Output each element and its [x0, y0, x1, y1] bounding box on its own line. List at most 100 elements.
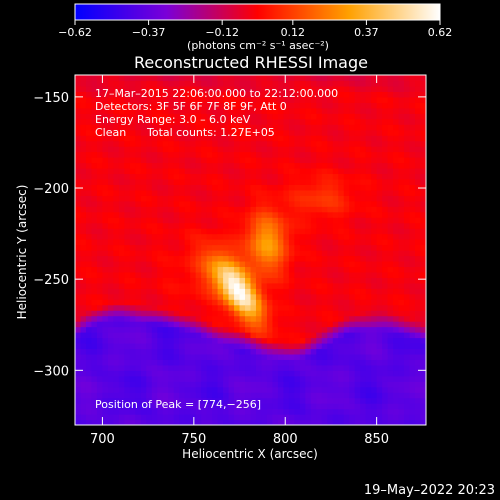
heatmap-cell: [217, 260, 224, 268]
heatmap-cell: [118, 299, 125, 306]
heatmap-cell: [299, 124, 306, 131]
heatmap-cell: [162, 277, 169, 284]
heatmap-cell: [118, 271, 125, 278]
heatmap-cell: [404, 96, 411, 103]
heatmap-cell: [140, 353, 147, 360]
heatmap-cell: [151, 211, 158, 218]
heatmap-cell: [338, 91, 345, 98]
heatmap-cell: [277, 206, 284, 213]
heatmap-cell: [376, 113, 383, 120]
heatmap-cell: [118, 222, 125, 229]
heatmap-cell: [316, 233, 323, 240]
heatmap-cell: [245, 403, 252, 410]
heatmap-cell: [118, 129, 125, 136]
heatmap-cell: [102, 135, 109, 142]
heatmap-cell: [343, 211, 350, 218]
heatmap-cell: [118, 118, 125, 125]
heatmap-cell: [310, 195, 317, 202]
heatmap-cell: [96, 408, 104, 415]
heatmap-cell: [184, 419, 191, 425]
heatmap-cell: [173, 151, 180, 158]
heatmap-cell: [223, 151, 230, 158]
y-tick-label: −300: [33, 364, 69, 379]
heatmap-cell: [305, 102, 312, 109]
heatmap-cell: [393, 113, 400, 120]
heatmap-cell: [217, 299, 224, 306]
heatmap-cell: [321, 375, 328, 382]
heatmap-cell: [409, 277, 416, 284]
heatmap-cell: [168, 217, 175, 224]
heatmap-cell: [96, 414, 104, 421]
heatmap-cell: [118, 277, 125, 284]
heatmap-cell: [223, 381, 230, 388]
heatmap-cell: [420, 310, 426, 317]
heatmap-cell: [255, 315, 263, 322]
heatmap-cell: [201, 419, 208, 425]
heatmap-cell: [85, 113, 93, 120]
heatmap-cell: [195, 348, 202, 355]
heatmap-cell: [217, 162, 224, 169]
heatmap-cell: [316, 157, 323, 164]
heatmap-cell: [316, 414, 323, 421]
heatmap-cell: [266, 332, 274, 339]
heatmap-cell: [129, 233, 136, 240]
heatmap-cell: [245, 195, 252, 202]
heatmap-cell: [349, 260, 356, 268]
heatmap-cell: [217, 326, 224, 333]
heatmap-cell: [135, 364, 142, 371]
heatmap-cell: [195, 266, 202, 273]
heatmap-cell: [151, 173, 158, 180]
heatmap-cell: [415, 414, 422, 421]
heatmap-cell: [343, 375, 350, 382]
heatmap-cell: [338, 80, 345, 87]
heatmap-cell: [239, 315, 246, 322]
heatmap-cell: [96, 310, 104, 317]
heatmap-cell: [151, 124, 158, 131]
heatmap-cell: [294, 408, 301, 415]
heatmap-cell: [288, 167, 295, 175]
heatmap-cell: [382, 419, 389, 425]
heatmap-cell: [234, 375, 241, 382]
heatmap-cell: [179, 91, 186, 98]
heatmap-cell: [173, 266, 180, 273]
heatmap-cell: [404, 288, 411, 295]
heatmap-cell: [398, 157, 405, 164]
heatmap-cell: [195, 408, 202, 415]
heatmap-cell: [217, 184, 224, 191]
heatmap-cell: [360, 304, 367, 311]
heatmap-cell: [151, 206, 158, 213]
heatmap-cell: [223, 173, 230, 180]
heatmap-cell: [234, 364, 241, 371]
heatmap-cell: [327, 211, 334, 218]
heatmap-cell: [277, 217, 284, 224]
heatmap-cell: [102, 233, 109, 240]
heatmap-cell: [75, 321, 82, 328]
heatmap-cell: [157, 189, 164, 196]
heatmap-cell: [387, 200, 394, 207]
heatmap-cell: [146, 408, 153, 415]
heatmap-cell: [338, 151, 345, 158]
heatmap-cell: [129, 419, 136, 425]
heatmap-cell: [255, 113, 263, 120]
heatmap-cell: [228, 135, 235, 142]
heatmap-cell: [124, 146, 131, 153]
heatmap-cell: [283, 266, 290, 273]
heatmap-cell: [310, 381, 317, 388]
heatmap-cell: [272, 282, 279, 289]
heatmap-cell: [404, 381, 411, 388]
heatmap-cell: [321, 288, 328, 295]
heatmap-cell: [420, 206, 426, 213]
heatmap-cell: [201, 173, 208, 180]
heatmap-cell: [332, 162, 339, 169]
heatmap-cell: [173, 239, 180, 246]
heatmap-cell: [272, 113, 279, 120]
heatmap-cell: [393, 173, 400, 180]
heatmap-cell: [217, 304, 224, 311]
heatmap-cell: [277, 337, 284, 344]
heatmap-cell: [343, 260, 350, 268]
heatmap-cell: [129, 255, 136, 262]
heatmap-cell: [80, 178, 87, 185]
heatmap-cell: [327, 348, 334, 355]
heatmap-cell: [179, 178, 186, 185]
heatmap-cell: [305, 146, 312, 153]
